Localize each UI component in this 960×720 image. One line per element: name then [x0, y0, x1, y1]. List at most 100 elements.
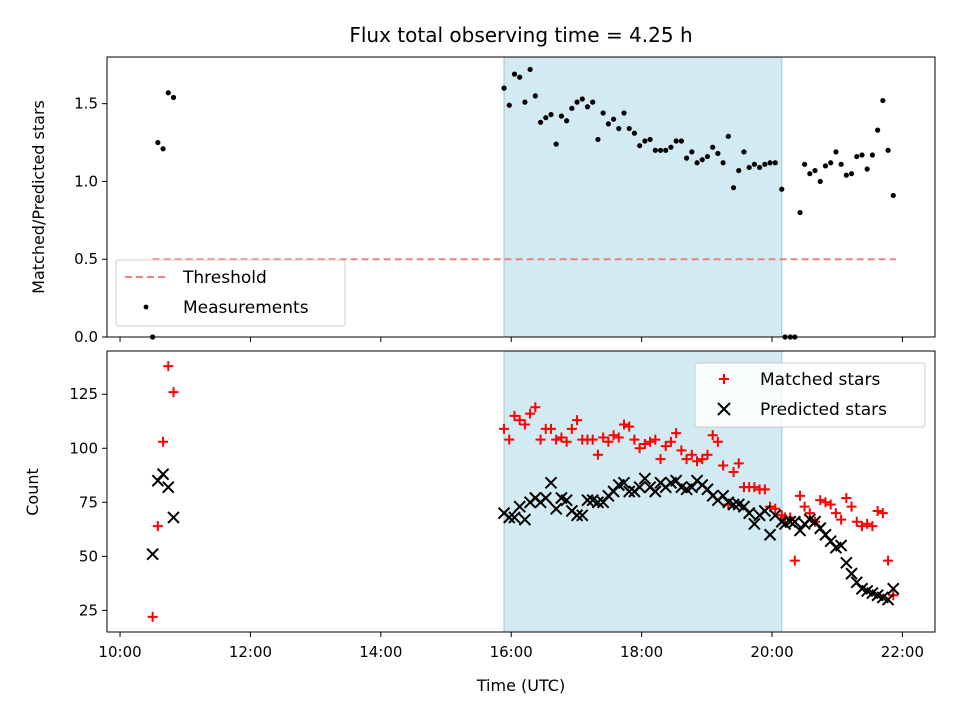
- matched-stars-point: [514, 415, 525, 426]
- x-tick-label: 16:00: [490, 643, 533, 661]
- predicted-stars-point: [167, 511, 180, 524]
- measurements-point: [600, 110, 606, 116]
- top-legend: Threshold Measurements: [115, 259, 346, 327]
- measurements-point: [869, 152, 876, 158]
- matched-stars-point: [825, 499, 836, 510]
- predicted-stars-point: [513, 500, 526, 513]
- measurements-point: [807, 171, 813, 177]
- predicted-stars-point: [560, 493, 573, 507]
- matched-stars-point: [619, 419, 630, 430]
- measurements-point: [626, 125, 632, 132]
- matched-stars-point: [158, 436, 169, 447]
- matched-stars-point: [841, 492, 852, 503]
- measurements-point: [668, 144, 674, 150]
- matched-stars-point: [749, 482, 760, 493]
- measurements-point: [652, 147, 658, 153]
- predicted-stars-point: [638, 472, 652, 485]
- measurements-point: [574, 99, 580, 105]
- matched-stars-point: [733, 458, 744, 469]
- matched-stars-point: [525, 408, 536, 419]
- matched-stars-point: [561, 436, 572, 447]
- y-tick-label: 25: [79, 601, 98, 619]
- predicted-stars-point: [503, 511, 516, 524]
- matched-stars-point: [820, 497, 831, 508]
- y-tick-label: 1.5: [74, 95, 98, 113]
- matched-stars-point: [707, 430, 718, 441]
- measurements-point: [694, 160, 700, 166]
- bottom-legend-box: [694, 362, 926, 428]
- matched-stars-point: [728, 467, 739, 478]
- matched-stars-point: [770, 503, 781, 514]
- measurements-point: [817, 178, 823, 185]
- measurements-point: [590, 99, 596, 105]
- measurements-point: [704, 153, 711, 160]
- matched-stars-point: [519, 419, 530, 430]
- matched-stars-point: [846, 501, 857, 512]
- measurements-point: [595, 136, 601, 143]
- bottom-x-ticks: 10:00 12:00 14:00 16:00 18:00 20:00 22:00: [98, 632, 924, 661]
- measurements-point: [890, 192, 896, 199]
- matched-legend-label: Matched stars: [760, 370, 880, 390]
- measurements-point: [657, 147, 664, 153]
- measurements-point: [854, 153, 860, 160]
- measurements-point: [689, 149, 695, 155]
- bottom-plot-frame: [106, 350, 936, 633]
- predicted-stars-point: [591, 496, 605, 509]
- measurements-point: [730, 185, 737, 191]
- matched-stars-point: [587, 434, 598, 445]
- matched-stars-point: [718, 460, 729, 471]
- bottom-y-axis-label: Count: [23, 468, 42, 516]
- top-panel: 0.0 0.5 1.0 1.5 Matched/Predicted stars Thr…: [29, 56, 936, 346]
- matched-stars-point: [697, 454, 708, 465]
- matched-stars-point: [603, 436, 614, 447]
- measurements-point: [828, 160, 834, 166]
- measurements-point: [605, 121, 611, 127]
- predicted-legend-label: Predicted stars: [760, 400, 887, 420]
- measurements-point: [757, 164, 763, 171]
- measurements-point: [838, 161, 844, 167]
- matched-stars-point: [851, 516, 862, 527]
- x-tick-label: 14:00: [359, 643, 402, 661]
- measurements-legend-swatch: [143, 304, 149, 310]
- matched-stars-point: [799, 501, 810, 512]
- measurements-point: [170, 94, 177, 101]
- measurements-point: [751, 161, 758, 167]
- measurements-point: [506, 102, 512, 108]
- top-legend-box: [115, 259, 346, 327]
- measurements-point: [160, 146, 166, 152]
- matched-stars-point: [168, 387, 179, 398]
- measurements-point: [501, 85, 507, 91]
- matched-stars-point: [530, 402, 541, 413]
- measurements-point: [864, 166, 870, 172]
- top-y-ticks: 0.0 0.5 1.0 1.5: [74, 95, 107, 346]
- chart-title: Flux total observing time = 4.25 h: [349, 23, 692, 47]
- predicted-stars-point: [763, 528, 777, 541]
- measurements-point: [579, 96, 585, 102]
- matched-stars-point: [712, 436, 723, 447]
- measurements-points: [150, 66, 896, 340]
- bottom-panel: 25 50 75 100 125 10:00 12:00 14:00 16:00 18:00 20…: [23, 350, 936, 695]
- top-plot-frame: [106, 56, 936, 338]
- matched-stars-point: [147, 611, 158, 622]
- predicted-stars-point: [146, 547, 159, 561]
- measurements-point: [155, 139, 161, 146]
- matched-stars-point: [702, 449, 713, 460]
- matched-stars-point: [660, 441, 671, 452]
- predicted-stars-point: [742, 506, 756, 520]
- predicted-stars-point: [784, 515, 797, 528]
- measurements-point: [880, 97, 886, 104]
- matched-stars-point: [872, 505, 883, 516]
- measurements-point: [663, 147, 669, 153]
- matched-stars-point: [639, 438, 650, 449]
- measurements-point: [848, 171, 855, 177]
- predicted-stars-point: [840, 556, 853, 570]
- matched-stars-point: [499, 423, 510, 434]
- predicted-stars-point: [617, 476, 631, 490]
- predicted-stars-point: [881, 593, 895, 606]
- measurements-point: [647, 136, 653, 143]
- predicted-stars-point: [162, 480, 175, 494]
- matched-stars-point: [830, 508, 841, 519]
- measurements-point: [678, 138, 684, 144]
